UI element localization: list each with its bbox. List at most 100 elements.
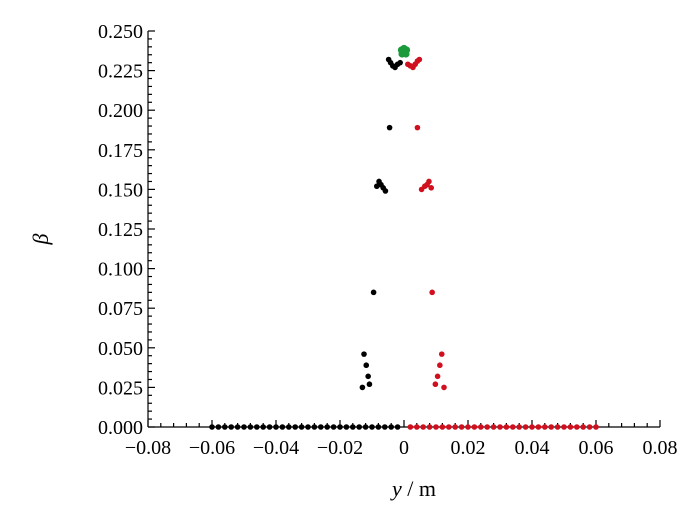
data-point: [428, 185, 435, 191]
data-point: [433, 424, 439, 430]
y-tick-label: 0.050: [98, 338, 143, 360]
data-point: [359, 384, 366, 391]
data-point: [363, 362, 370, 369]
data-point: [318, 424, 324, 430]
data-point: [418, 186, 425, 193]
data-point: [397, 59, 403, 66]
data-point: [574, 424, 580, 430]
data-point: [414, 424, 420, 430]
data-point: [503, 424, 510, 430]
data-point: [441, 384, 447, 391]
data-point: [305, 424, 311, 430]
y-tick-label: 0.025: [98, 377, 143, 399]
data-point: [209, 424, 215, 430]
y-tick-label: 0.250: [98, 21, 143, 43]
x-tick-label: −0.04: [253, 437, 299, 459]
data-point: [356, 424, 363, 430]
y-tick-label: 0.150: [98, 179, 143, 201]
data-point: [561, 424, 567, 430]
data-point: [400, 48, 408, 56]
data-point: [458, 424, 465, 430]
x-tick-label: −0.02: [317, 437, 363, 459]
x-axis-label-unit: / m: [402, 476, 436, 501]
x-axis-label-variable: y: [390, 476, 402, 501]
y-tick-label: 0.100: [98, 259, 143, 281]
y-tick-label: 0.225: [98, 61, 143, 83]
data-point: [375, 424, 382, 430]
data-point: [228, 424, 234, 430]
plot-area: 0.000 0.025 0.050 0.075 0.100 0.125 0.150 0.175…: [98, 21, 678, 459]
data-point: [386, 124, 393, 131]
data-point: [434, 373, 441, 380]
data-point: [247, 424, 254, 430]
data-point: [234, 424, 241, 430]
data-point: [260, 424, 267, 430]
data-point: [426, 424, 433, 430]
data-point: [437, 362, 443, 369]
data-point: [330, 424, 337, 430]
data-point: [298, 424, 305, 430]
data-point: [420, 424, 427, 430]
data-point: [311, 424, 318, 430]
data-point: [548, 424, 554, 430]
data-point: [439, 424, 446, 430]
data-point: [366, 381, 373, 388]
data-point: [241, 424, 247, 430]
data-point: [497, 424, 503, 430]
data-point: [215, 424, 222, 430]
data-point: [580, 424, 586, 430]
data-point: [586, 424, 593, 430]
data-point: [362, 424, 369, 430]
data-point: [337, 424, 343, 430]
data-point: [452, 424, 459, 430]
y-tick-label: 0.075: [98, 298, 143, 320]
x-tick-label: 0: [399, 437, 409, 459]
data-point: [407, 424, 414, 430]
data-point: [343, 424, 350, 430]
data-point: [554, 424, 561, 430]
data-point: [478, 424, 484, 430]
data-point: [394, 424, 401, 430]
x-axis-ticks: −0.08 −0.06 −0.04 −0.02 0 0.02 0.04 0.06 0.08: [125, 420, 678, 459]
y-tick-label: 0.125: [98, 219, 143, 241]
x-axis-label: y / m: [390, 476, 436, 501]
data-point: [484, 424, 491, 430]
data-point: [465, 424, 471, 430]
y-tick-label: 0.200: [98, 100, 143, 122]
data-point: [369, 424, 375, 430]
data-point: [490, 424, 497, 430]
data-point: [279, 424, 286, 430]
data-point: [432, 381, 439, 388]
data-point: [253, 424, 260, 430]
data-point: [522, 424, 529, 430]
data-point: [292, 424, 299, 430]
x-tick-label: 0.02: [451, 437, 486, 459]
data-point: [222, 424, 228, 430]
data-point: [529, 424, 535, 430]
data-point: [510, 424, 516, 430]
data-point: [416, 56, 423, 63]
data-point: [438, 351, 445, 357]
y-axis-label: β: [28, 233, 53, 245]
data-point: [471, 424, 478, 430]
data-point: [593, 424, 599, 430]
data-point: [567, 424, 574, 430]
y-axis-ticks: 0.000 0.025 0.050 0.075 0.100 0.125 0.150 0.175…: [98, 21, 155, 439]
data-point: [429, 289, 435, 296]
data-point: [446, 424, 452, 430]
x-tick-label: 0.04: [515, 437, 550, 459]
data-point: [535, 424, 542, 430]
data-markers: [209, 44, 599, 430]
data-point: [382, 188, 389, 194]
x-tick-label: −0.06: [189, 437, 235, 459]
data-point: [286, 424, 292, 430]
data-point: [382, 424, 388, 430]
data-point: [414, 124, 421, 131]
x-tick-label: −0.08: [125, 437, 171, 459]
x-tick-label: 0.06: [579, 437, 614, 459]
data-point: [350, 424, 356, 430]
data-point: [542, 424, 548, 430]
data-point: [365, 373, 371, 380]
x-tick-label: 0.08: [643, 437, 678, 459]
